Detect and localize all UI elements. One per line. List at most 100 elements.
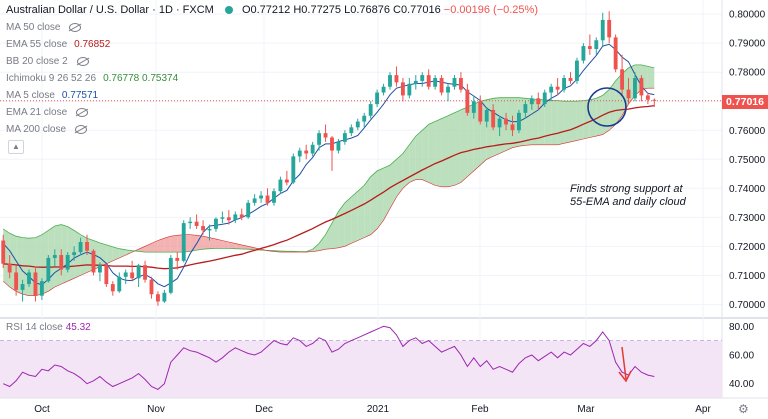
cloud-segment [589,98,597,138]
indicator-row[interactable]: EMA 55 close 0.76852 [6,39,110,50]
price-tick-label: 0.74000 [729,184,766,195]
cloud-segment [312,243,320,252]
indicator-row[interactable]: MA 5 close 0.77571 [6,90,98,101]
candle-body [330,137,334,151]
indicator-value: 0.76778 0.75374 [103,73,179,84]
cloud-segment [415,130,423,180]
candle-body [594,40,599,49]
hidden-eye-icon[interactable] [75,125,88,134]
candle-body [452,78,457,87]
cloud-segment [409,136,416,183]
last-price-tag: 0.77016 [722,95,768,109]
candle-body [233,214,238,221]
indicator-label: EMA 55 close [6,39,68,50]
cloud-segment [138,246,146,253]
indicator-row[interactable]: Ichimoku 9 26 52 26 0.76778 0.75374 [6,73,178,84]
indicator-label: MA 50 close [6,22,61,33]
candle-body [645,95,650,100]
candle-body [194,221,199,227]
candle-body [529,98,534,105]
cloud-segment [203,236,210,250]
candle-body [620,69,625,90]
hidden-eye-icon[interactable] [76,57,89,66]
rsi-legend[interactable]: RSI 14 close 45.32 [6,322,91,333]
candle-body [85,241,89,251]
candle-body [304,150,309,154]
candle-body [426,75,431,87]
candle-body [136,265,141,279]
cloud-segment [319,234,326,251]
cloud-segment [151,240,158,253]
candle-body [149,279,154,295]
support-circle [587,87,627,127]
time-axis[interactable]: Oct Nov Dec 2021 Feb Mar Apr [0,397,768,415]
cloud-segment [377,167,384,229]
cloud-segment [157,238,165,253]
cloud-segment [170,235,178,253]
time-tick-label: Oct [34,404,50,415]
indicator-row[interactable]: EMA 21 close [6,107,89,118]
candle-body [375,92,380,105]
price-axis[interactable]: 0.800000.790000.780000.770000.760000.750… [721,0,766,398]
candle-body [239,214,244,218]
rsi-tick-label: 40.00 [729,379,754,390]
candle-body [368,104,373,116]
cloud-segment [370,170,378,235]
indicator-row[interactable]: MA 200 close [6,124,88,135]
symbol-header: Australian Dollar / U.S. Dollar · 1D · F… [6,4,538,16]
market-status-icon [224,6,233,15]
collapse-legend-button[interactable]: ▲ [8,140,24,154]
indicator-row[interactable]: BB 20 close 2 [6,56,89,67]
cloud-segment [557,100,565,145]
hidden-eye-icon[interactable] [76,108,89,117]
price-tick-label: 0.75000 [729,155,766,166]
price-tick-label: 0.70000 [729,300,766,311]
candle-body [259,195,264,199]
candle-body [562,78,566,90]
rsi-band [0,340,722,398]
cloud-segment [390,159,397,209]
settings-gear-icon[interactable]: ⚙ [738,402,749,416]
indicator-row[interactable]: MA 50 close [6,22,82,33]
cloud-segment [383,165,391,221]
candle-body [433,78,438,87]
price-tick-label: 0.80000 [729,10,766,21]
indicator-value: 0.77571 [61,90,99,101]
cloud-segment [364,176,371,238]
indicator-label: MA 5 close [6,90,55,101]
candle-body [394,75,399,83]
symbol-title[interactable]: Australian Dollar / U.S. Dollar · 1D · F… [6,4,214,16]
candle-body [407,83,412,96]
annotation-line-2: 55-EMA and daily cloud [570,196,686,208]
price-tick-label: 0.71000 [729,271,766,282]
candle-body [181,223,186,261]
candle-body [349,127,354,134]
time-tick-label: 2021 [367,404,390,415]
candle-body [104,265,109,285]
candle-body [97,265,102,273]
cloud-segment [441,115,449,187]
candle-body [123,272,128,277]
cloud-segment [609,80,616,131]
candle-body [626,89,631,99]
candlestick-series [1,11,657,306]
candle-body [633,78,637,99]
candle-body [336,141,341,151]
candle-body [168,257,173,293]
candle-body [117,276,122,292]
candle-body [413,80,418,84]
cloud-segment [344,197,352,247]
cloud-segment [602,89,610,135]
candle-body [201,226,205,231]
cloud-segment [222,240,229,249]
annotation-line-1: Finds strong support at [570,183,683,195]
hidden-eye-icon[interactable] [69,23,82,32]
candle-body [542,92,547,105]
indicator-label: Ichimoku 9 26 52 26 [6,73,97,84]
cloud-segment [241,244,249,250]
cloud-segment [402,144,410,189]
cloud-segment [564,101,571,144]
candle-body [575,60,579,81]
candle-body [355,121,360,128]
